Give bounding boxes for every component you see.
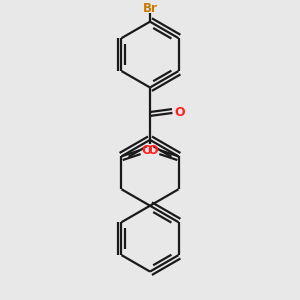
- Text: O: O: [142, 144, 152, 157]
- Text: O: O: [148, 144, 158, 157]
- Text: O: O: [175, 106, 185, 119]
- Text: Br: Br: [142, 2, 158, 15]
